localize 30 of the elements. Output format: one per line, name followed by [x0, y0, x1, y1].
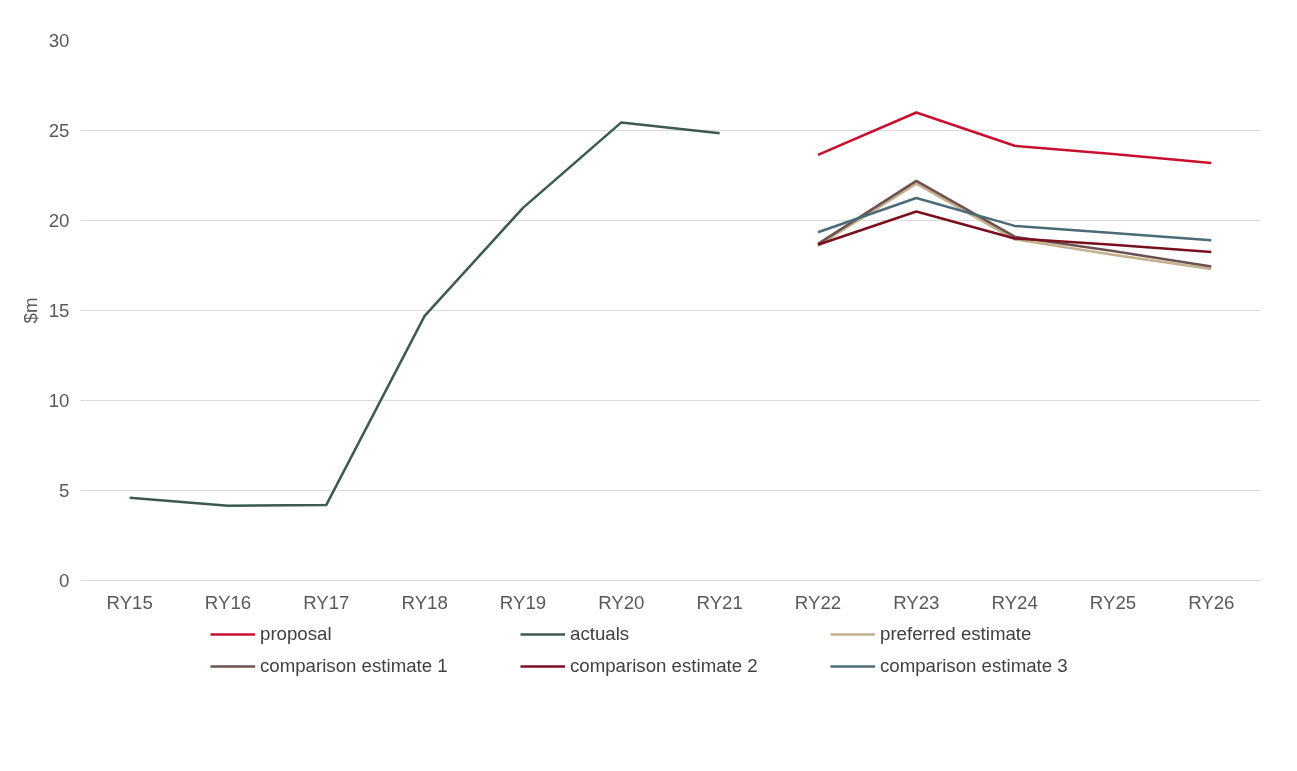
- x-tick-label: RY23: [893, 591, 940, 613]
- y-tick-label: 15: [48, 300, 70, 321]
- x-tick-label: RY20: [598, 591, 645, 613]
- y-tick-label: 0: [59, 570, 70, 591]
- line-series: [128, 121, 721, 508]
- line-series: [816, 210, 1213, 254]
- x-tick-label: RY17: [303, 591, 350, 613]
- y-tick-label: 5: [59, 480, 70, 501]
- legend-label: proposal: [260, 623, 333, 645]
- legend-label: comparison estimate 2: [570, 655, 759, 677]
- x-tick-label: RY16: [204, 591, 252, 613]
- line-series: [816, 196, 1213, 242]
- x-tick-label: RY24: [991, 591, 1038, 613]
- legend-label: actuals: [570, 623, 631, 645]
- y-tick-label: 20: [48, 210, 70, 231]
- x-tick-label: RY25: [1089, 591, 1137, 613]
- legend-label: comparison estimate 3: [880, 655, 1069, 677]
- x-tick-label: RY26: [1188, 591, 1235, 613]
- legend-label: comparison estimate 1: [260, 655, 449, 677]
- x-tick-label: RY15: [106, 591, 153, 613]
- line-series: [816, 111, 1213, 165]
- x-tick-label: RY18: [401, 591, 448, 613]
- x-tick-label: RY22: [794, 591, 842, 613]
- y-tick-label: 10: [48, 390, 70, 411]
- y-axis-title: $m: [19, 297, 41, 324]
- legend-label: preferred estimate: [880, 623, 1033, 645]
- y-tick-label: 30: [48, 30, 70, 51]
- x-tick-label: RY21: [696, 591, 743, 613]
- y-tick-label: 25: [48, 120, 70, 141]
- x-tick-label: RY19: [499, 591, 547, 613]
